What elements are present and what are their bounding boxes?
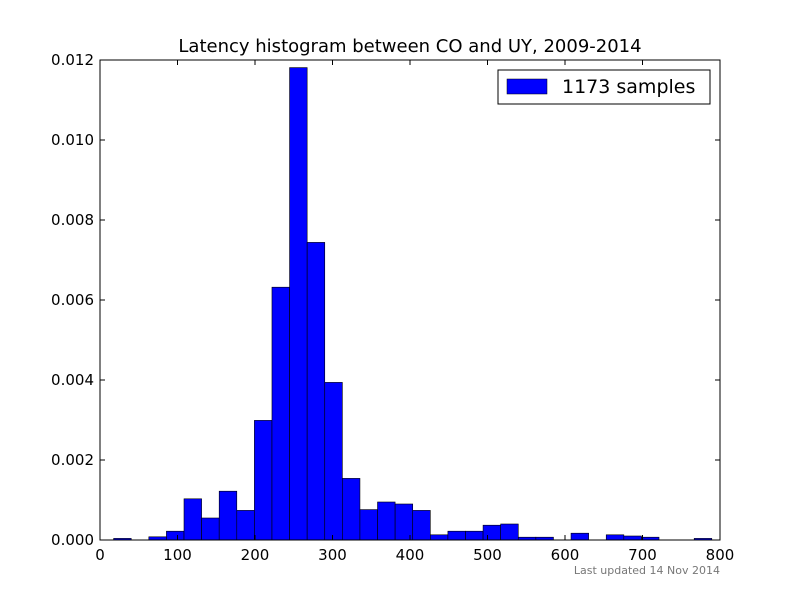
x-tick-label: 200 xyxy=(241,546,270,564)
legend-swatch xyxy=(506,78,548,95)
histogram-bar xyxy=(430,534,449,541)
histogram-bar xyxy=(306,242,326,541)
y-tick-label: 0.000 xyxy=(51,531,94,549)
histogram-bar xyxy=(254,420,273,541)
histogram-bar xyxy=(465,530,484,541)
histogram-bar xyxy=(218,490,238,541)
plot-area xyxy=(100,60,720,540)
histogram-bar xyxy=(271,286,290,541)
plot-frame xyxy=(99,59,721,541)
x-tick-label: 800 xyxy=(706,546,735,564)
y-tick-label: 0.006 xyxy=(51,291,94,309)
y-tick-label: 0.008 xyxy=(51,211,94,229)
x-tick-label: 100 xyxy=(163,546,192,564)
x-tick-label: 500 xyxy=(473,546,502,564)
histogram-bar xyxy=(166,530,185,541)
histogram-bar xyxy=(482,524,501,541)
histogram-bar xyxy=(412,510,431,541)
legend-label: 1173 samples xyxy=(562,76,695,98)
last-updated-note: Last updated 14 Nov 2014 xyxy=(574,564,720,577)
histogram-bar xyxy=(500,523,519,541)
histogram-bar xyxy=(447,530,466,541)
y-tick-label: 0.010 xyxy=(51,131,94,149)
ticks-group: 0 100 200 300 400 500 600 700 800 0.000 0.002 0.004… xyxy=(51,51,734,564)
x-tick-label: 300 xyxy=(318,546,347,564)
histogram-bar xyxy=(342,478,361,541)
chart-title: Latency histogram between CO and UY, 200… xyxy=(178,36,641,57)
histogram-bar xyxy=(570,532,589,541)
x-tick-label: 400 xyxy=(396,546,425,564)
histogram-bar xyxy=(377,501,396,541)
x-tick-label: 0 xyxy=(95,546,105,564)
y-tick-label: 0.004 xyxy=(51,371,94,389)
y-tick-label: 0.012 xyxy=(51,51,94,69)
histogram-bar xyxy=(359,509,378,541)
histogram-bar xyxy=(201,517,220,541)
y-tick-label: 0.002 xyxy=(51,451,94,469)
histogram-bar xyxy=(289,67,308,541)
histogram-bar xyxy=(623,535,642,541)
x-tick-label: 600 xyxy=(551,546,580,564)
histogram-bar xyxy=(394,503,414,541)
histogram-bar xyxy=(324,382,343,541)
legend: 1173 samples xyxy=(497,69,711,105)
histogram-bar xyxy=(605,534,625,541)
histogram-bar xyxy=(236,510,255,541)
x-tick-label: 700 xyxy=(628,546,657,564)
histogram-bar xyxy=(183,498,202,541)
